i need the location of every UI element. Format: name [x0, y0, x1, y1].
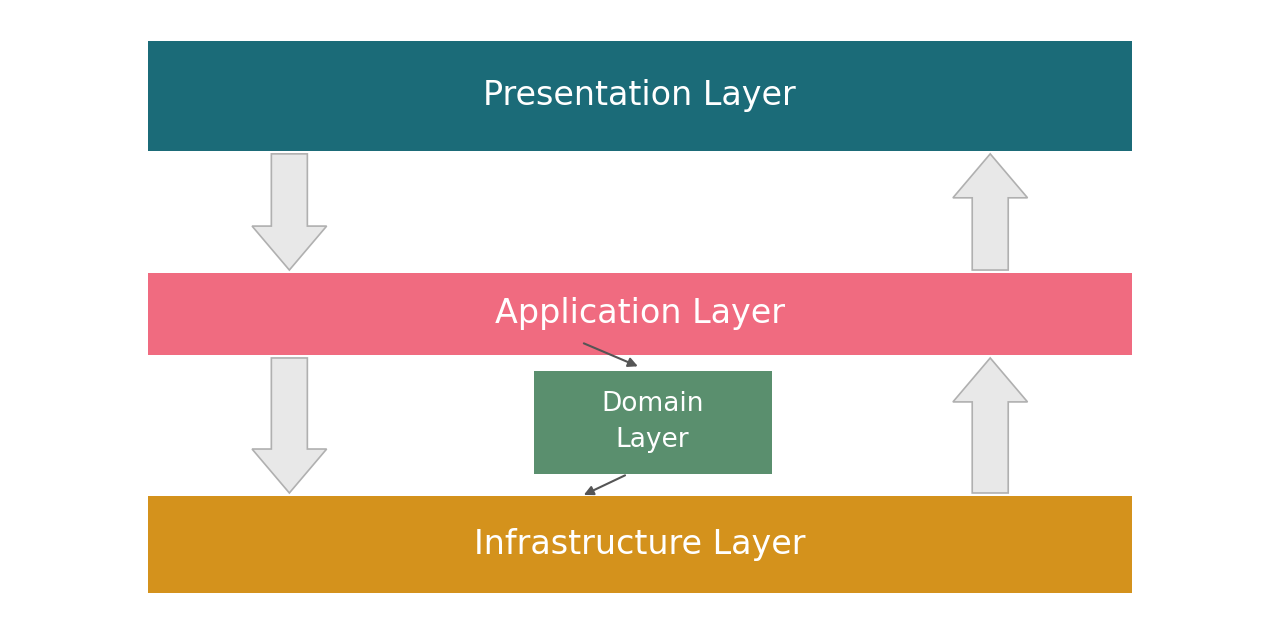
FancyBboxPatch shape: [534, 371, 772, 474]
Polygon shape: [953, 358, 1028, 493]
Polygon shape: [252, 154, 327, 270]
Text: Presentation Layer: Presentation Layer: [484, 79, 796, 112]
Text: Domain
Layer: Domain Layer: [602, 391, 703, 453]
FancyBboxPatch shape: [148, 273, 1132, 355]
FancyBboxPatch shape: [148, 41, 1132, 151]
Text: Infrastructure Layer: Infrastructure Layer: [475, 528, 805, 561]
Polygon shape: [953, 154, 1028, 270]
Text: Application Layer: Application Layer: [495, 298, 784, 330]
FancyBboxPatch shape: [148, 496, 1132, 593]
Polygon shape: [252, 358, 327, 493]
